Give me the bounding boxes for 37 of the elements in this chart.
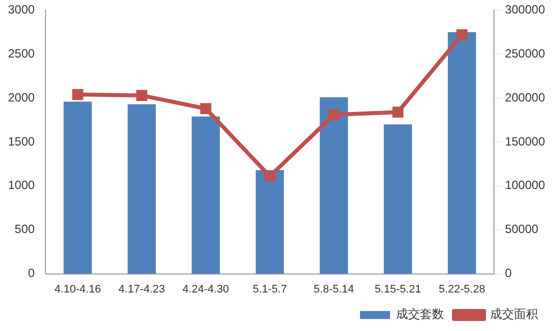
point	[200, 103, 212, 114]
x-tick-label: 5.15-5.21	[374, 283, 422, 296]
legend-label: 成交面积	[490, 307, 538, 322]
y2-tick-label: 200000	[504, 90, 546, 104]
bar	[128, 104, 156, 274]
y2-tick-label: 100000	[504, 178, 546, 192]
x-tick-label: 4.17-4.23	[118, 283, 165, 296]
bar	[192, 116, 220, 274]
point	[264, 170, 276, 182]
y-tick-label: 0	[28, 266, 36, 280]
x-tick-label: 5.8-5.14	[314, 283, 354, 296]
point	[136, 90, 148, 101]
point	[72, 89, 84, 100]
bar	[64, 102, 92, 274]
y2-tick-label: 0	[504, 266, 512, 280]
y-tick-label: 500	[14, 222, 36, 236]
y2-tick-label: 250000	[504, 46, 546, 60]
x-tick-label: 5.1-5.7	[252, 283, 287, 296]
legend-label: 成交套数	[396, 307, 444, 322]
y-tick-label: 2500	[8, 46, 36, 60]
y-tick-label: 2000	[8, 90, 36, 104]
bar	[384, 124, 412, 274]
x-tick-label: 5.22-5.28	[438, 283, 486, 296]
y-tick-label: 3000	[8, 2, 36, 17]
point	[456, 29, 468, 40]
x-tick-label: 4.24-4.30	[182, 283, 230, 296]
bar	[256, 170, 284, 274]
point	[328, 109, 340, 120]
bar	[320, 97, 348, 274]
y-tick-label: 1000	[8, 178, 36, 192]
y2-tick-label: 50000	[504, 222, 539, 236]
point	[392, 106, 404, 118]
x-tick-label: 4.10-4.16	[54, 283, 101, 296]
y2-tick-label: 300000	[504, 2, 546, 17]
y-tick-label: 1500	[8, 134, 36, 148]
y2-tick-label: 150000	[504, 134, 546, 148]
bar	[448, 32, 476, 274]
